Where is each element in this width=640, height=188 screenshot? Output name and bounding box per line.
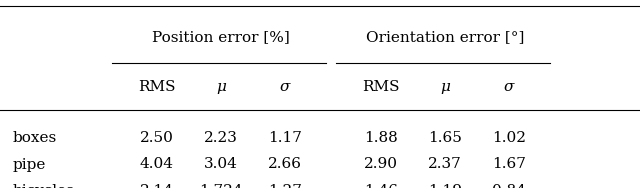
Text: 1.88: 1.88 (364, 131, 397, 145)
Text: 1.27: 1.27 (268, 184, 301, 188)
Text: 1.67: 1.67 (492, 158, 525, 171)
Text: 1.724: 1.724 (199, 184, 243, 188)
Text: boxes: boxes (13, 131, 57, 145)
Text: 2.50: 2.50 (140, 131, 173, 145)
Text: 2.37: 2.37 (428, 158, 461, 171)
Text: 2.14: 2.14 (140, 184, 174, 188)
Text: 1.19: 1.19 (428, 184, 462, 188)
Text: 3.04: 3.04 (204, 158, 237, 171)
Text: 1.46: 1.46 (364, 184, 398, 188)
Text: 2.90: 2.90 (364, 158, 398, 171)
Text: 1.65: 1.65 (428, 131, 461, 145)
Text: μ: μ (440, 80, 450, 94)
Text: 2.66: 2.66 (268, 158, 302, 171)
Text: bicycles: bicycles (13, 184, 75, 188)
Text: 0.84: 0.84 (492, 184, 525, 188)
Text: RMS: RMS (138, 80, 175, 94)
Text: μ: μ (216, 80, 226, 94)
Text: σ: σ (280, 80, 290, 94)
Text: 4.04: 4.04 (140, 158, 174, 171)
Text: pipe: pipe (13, 158, 46, 171)
Text: Orientation error [°]: Orientation error [°] (365, 31, 524, 45)
Text: Position error [%]: Position error [%] (152, 31, 290, 45)
Text: RMS: RMS (362, 80, 399, 94)
Text: σ: σ (504, 80, 514, 94)
Text: 1.02: 1.02 (492, 131, 526, 145)
Text: 2.23: 2.23 (204, 131, 237, 145)
Text: 1.17: 1.17 (268, 131, 301, 145)
